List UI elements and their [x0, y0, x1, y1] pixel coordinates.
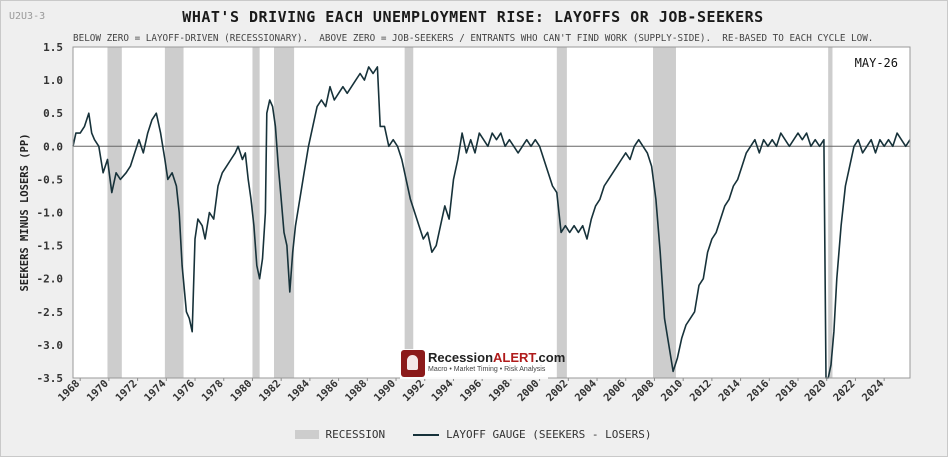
x-tick-label: 1992	[400, 378, 426, 404]
x-tick-label: 2018	[774, 378, 800, 404]
y-tick-label: 0.5	[43, 107, 63, 120]
x-tick-label: 2022	[831, 378, 857, 404]
x-tick-label: 1998	[487, 378, 513, 404]
recession-swatch	[294, 430, 319, 439]
x-tick-label: 2000	[515, 378, 541, 404]
y-axis-label: SEEKERS MINUS LOSERS (PP)	[19, 133, 31, 291]
x-tick-label: 1990	[372, 378, 398, 404]
recessionalert-logo-icon	[401, 350, 425, 377]
x-tick-label: 1996	[458, 378, 484, 404]
y-tick-label: 0.0	[43, 140, 63, 153]
legend-item-gauge: LAYOFF GAUGE (SEEKERS - LOSERS)	[413, 428, 651, 441]
x-tick-label: 1984	[286, 378, 312, 404]
x-tick-label: 1978	[199, 378, 225, 404]
x-tick-label: 2012	[688, 378, 714, 404]
x-tick-label: 2014	[716, 378, 742, 404]
chart-id-tag: U2U3-3	[9, 11, 46, 22]
y-tick-label: -2.5	[37, 306, 64, 319]
recession-band	[556, 47, 567, 378]
x-tick-label: 2006	[601, 378, 627, 404]
x-tick-label: 2002	[544, 378, 570, 404]
y-tick-label: 1.0	[43, 74, 63, 87]
legend-recession-label: RECESSION	[325, 428, 386, 441]
x-tick-label: 2016	[745, 378, 771, 404]
x-tick-label: 1976	[171, 378, 197, 404]
x-tick-label: 1986	[314, 378, 340, 404]
recessionalert-watermark: RecessionALERT.com Macro • Market Timing…	[400, 349, 565, 379]
x-tick-label: 1972	[113, 378, 139, 404]
recession-band	[164, 47, 184, 378]
x-tick-label: 2024	[860, 378, 886, 404]
x-tick-label: 1982	[257, 378, 283, 404]
watermark-tagline: Macro • Market Timing • Risk Analysis	[428, 366, 546, 373]
x-tick-label: 2008	[630, 378, 656, 404]
x-tick-label: 1994	[429, 378, 455, 404]
chart-svg: 1.5 1.0 0.5 0.0 -0.5 -1.0 -1.5 -2.0 -2.5 -3.0 -3.5…	[19, 41, 911, 404]
line-swatch	[413, 433, 440, 436]
recession-band	[404, 47, 414, 378]
legend-line-label: LAYOFF GAUGE (SEEKERS - LOSERS)	[446, 428, 652, 441]
layoff-gauge-line	[72, 66, 911, 379]
recession-bands	[107, 47, 833, 378]
x-tick-label: 2010	[659, 378, 685, 404]
legend-item-recession: RECESSION	[294, 428, 386, 441]
y-tick-label: -2.0	[37, 273, 64, 286]
x-tick-label: 2020	[802, 378, 828, 404]
x-tick-label: 1974	[142, 378, 168, 404]
chart-title: WHAT'S DRIVING EACH UNEMPLOYMENT RISE: L…	[182, 8, 764, 26]
y-tick-label: -3.0	[37, 339, 64, 352]
chart-subtitle: BELOW ZERO = LAYOFF-DRIVEN (RECESSIONARY…	[73, 33, 874, 44]
x-tick-label: 2004	[573, 378, 599, 404]
y-tick-label: -1.5	[37, 240, 64, 253]
x-tick-label: 1988	[343, 378, 369, 404]
y-tick-label: -1.0	[37, 207, 64, 220]
date-label: MAY-26	[855, 56, 898, 70]
y-tick-label: -3.5	[37, 372, 64, 385]
plot-area	[73, 47, 910, 378]
recession-band	[828, 47, 833, 378]
chart-legend: RECESSION LAYOFF GAUGE (SEEKERS - LOSERS…	[0, 428, 946, 441]
y-tick-label: -0.5	[37, 173, 64, 186]
y-tick-label: 1.5	[43, 41, 63, 54]
recession-band	[653, 47, 676, 378]
watermark-brand: RecessionALERT.com	[428, 350, 566, 365]
x-tick-label: 1970	[85, 378, 111, 404]
recession-band	[107, 47, 122, 378]
x-tick-label: 1980	[228, 378, 254, 404]
recession-band	[273, 47, 295, 378]
recession-band	[252, 47, 260, 378]
